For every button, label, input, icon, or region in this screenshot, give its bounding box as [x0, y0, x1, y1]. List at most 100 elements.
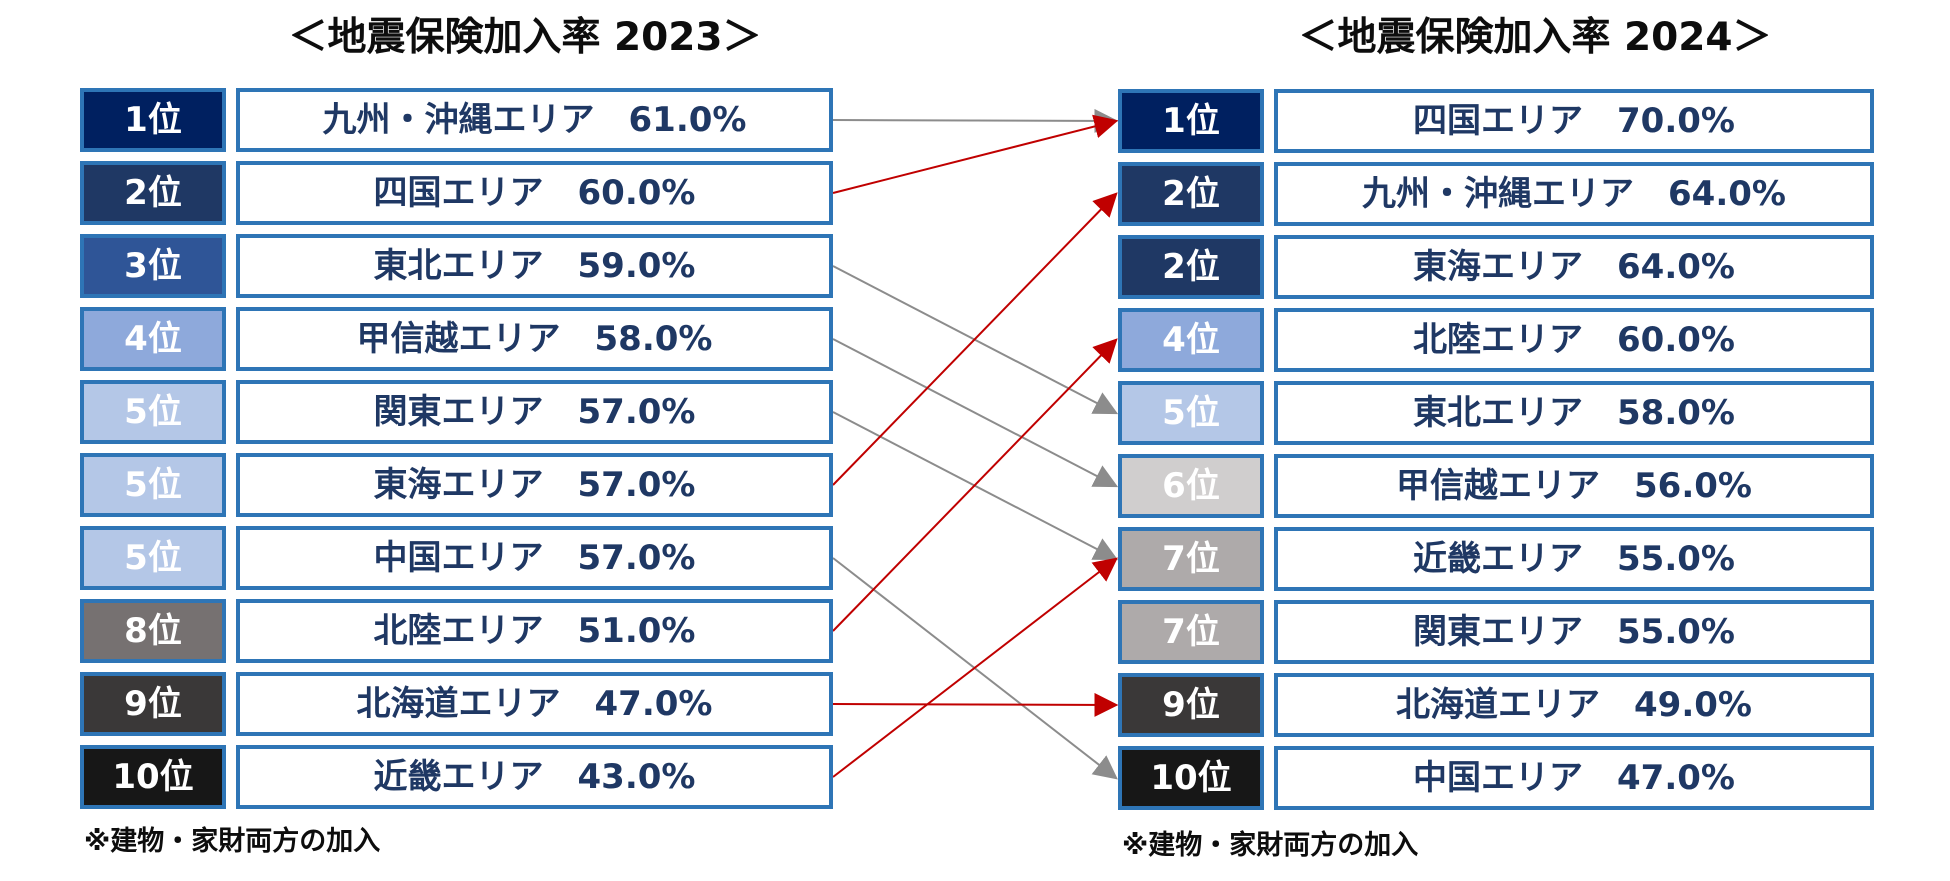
area-name: 北海道エリア: [356, 684, 561, 724]
area-rate-box: 近畿エリア 55.0%: [1274, 527, 1874, 591]
rank-badge: 2位: [1118, 162, 1264, 226]
area-rate-box: 近畿エリア 43.0%: [236, 745, 833, 809]
area-rate-box: 東北エリア 58.0%: [1274, 381, 1874, 445]
title-2023: ＜地震保険加入率 2023＞: [288, 15, 762, 60]
area-rate-box: 四国エリア 70.0%: [1274, 89, 1874, 153]
rank-change-arrow-down: [832, 338, 1119, 488]
ranking-row: 10位 近畿エリア 43.0%: [0, 745, 1950, 809]
footnote-2023: ※建物・家財両方の加入: [84, 826, 381, 857]
area-rate-box: 四国エリア 60.0%: [236, 161, 833, 225]
ranking-row: 1位 九州・沖縄エリア 61.0%: [0, 88, 1950, 152]
area-name: 中国エリア: [373, 538, 544, 578]
rate-value: 55.0%: [1617, 612, 1735, 652]
ranking-row: 5位 東北エリア 58.0%: [0, 381, 1950, 445]
ranking-row: 5位 中国エリア 57.0%: [0, 526, 1950, 590]
rank-badge: 2位: [1118, 235, 1264, 299]
ranking-row: 4位 北陸エリア 60.0%: [0, 308, 1950, 372]
area-name: 九州・沖縄エリア: [1362, 174, 1635, 214]
rate-value: 58.0%: [1617, 393, 1735, 433]
ranking-row: 2位 九州・沖縄エリア 64.0%: [0, 162, 1950, 226]
rank-badge: 8位: [80, 599, 226, 663]
ranking-row: 2位 東海エリア 64.0%: [0, 235, 1950, 299]
area-rate-box: 北海道エリア 49.0%: [1274, 673, 1874, 737]
area-rate-box: 関東エリア 55.0%: [1274, 600, 1874, 664]
ranking-row: 6位 甲信越エリア 56.0%: [0, 454, 1950, 518]
rate-value: 70.0%: [1617, 101, 1735, 141]
area-name: 中国エリア: [1413, 758, 1584, 798]
rank-change-arrow-up: [832, 338, 1118, 632]
rate-value: 58.0%: [594, 319, 713, 359]
rate-value: 59.0%: [577, 246, 696, 286]
ranking-row: 3位 東北エリア 59.0%: [0, 234, 1950, 298]
area-rate-box: 甲信越エリア 58.0%: [236, 307, 833, 371]
area-rate-box: 九州・沖縄エリア 61.0%: [236, 88, 833, 152]
area-name: 東北エリア: [373, 246, 544, 286]
area-name: 四国エリア: [373, 173, 544, 213]
ranking-row: 2位 四国エリア 60.0%: [0, 161, 1950, 225]
area-rate-box: 東北エリア 59.0%: [236, 234, 833, 298]
area-name: 関東エリア: [373, 392, 544, 432]
area-rate-box: 九州・沖縄エリア 64.0%: [1274, 162, 1874, 226]
area-name: 東海エリア: [373, 465, 544, 505]
rate-value: 64.0%: [1617, 247, 1735, 287]
area-name: 東海エリア: [1413, 247, 1584, 287]
rate-value: 64.0%: [1668, 174, 1786, 214]
area-rate-box: 東海エリア 57.0%: [236, 453, 833, 517]
area-rate-box: 東海エリア 64.0%: [1274, 235, 1874, 299]
area-rate-box: 中国エリア 47.0%: [1274, 746, 1874, 810]
area-name: 北陸エリア: [1413, 320, 1584, 360]
rate-value: 47.0%: [594, 684, 713, 724]
rank-badge: 5位: [80, 380, 226, 444]
rate-value: 49.0%: [1634, 685, 1752, 725]
area-name: 北陸エリア: [373, 611, 544, 651]
rank-badge: 1位: [1118, 89, 1264, 153]
ranking-row: 4位 甲信越エリア 58.0%: [0, 307, 1950, 371]
rate-value: 60.0%: [1617, 320, 1735, 360]
rank-badge: 10位: [1118, 746, 1264, 810]
rate-value: 43.0%: [577, 757, 696, 797]
area-name: 四国エリア: [1413, 101, 1584, 141]
area-name: 近畿エリア: [1413, 539, 1584, 579]
ranking-row: 9位 北海道エリア 47.0%: [0, 672, 1950, 736]
rank-badge: 9位: [80, 672, 226, 736]
ranking-row: 5位 東海エリア 57.0%: [0, 453, 1950, 517]
ranking-row: 10位 中国エリア 47.0%: [0, 746, 1950, 810]
area-rate-box: 北陸エリア 60.0%: [1274, 308, 1874, 372]
rate-value: 47.0%: [1617, 758, 1735, 798]
rank-change-arrow-up: [832, 192, 1118, 486]
area-rate-box: 中国エリア 57.0%: [236, 526, 833, 590]
rank-badge: 1位: [80, 88, 226, 152]
area-rate-box: 甲信越エリア 56.0%: [1274, 454, 1874, 518]
title-2024: ＜地震保険加入率 2024＞: [1298, 15, 1772, 60]
rank-badge: 7位: [1118, 600, 1264, 664]
area-name: 関東エリア: [1413, 612, 1584, 652]
footnote-2024: ※建物・家財両方の加入: [1122, 830, 1419, 861]
ranking-row: 1位 四国エリア 70.0%: [0, 89, 1950, 153]
rank-badge: 3位: [80, 234, 226, 298]
rank-change-arrow-up: [832, 114, 1119, 194]
rate-value: 55.0%: [1617, 539, 1735, 579]
ranking-row: 8位 北陸エリア 51.0%: [0, 599, 1950, 663]
rate-value: 60.0%: [577, 173, 696, 213]
rank-change-arrow-up: [832, 692, 1119, 717]
area-name: 甲信越エリア: [356, 319, 561, 359]
rate-value: 61.0%: [628, 100, 747, 140]
rank-badge: 4位: [1118, 308, 1264, 372]
area-name: 北海道エリア: [1396, 685, 1601, 725]
rate-value: 51.0%: [577, 611, 696, 651]
area-rate-box: 北陸エリア 51.0%: [236, 599, 833, 663]
ranking-row: 5位 関東エリア 57.0%: [0, 380, 1950, 444]
rank-badge: 9位: [1118, 673, 1264, 737]
rank-badge: 4位: [80, 307, 226, 371]
ranking-row: 9位 北海道エリア 49.0%: [0, 673, 1950, 737]
area-name: 甲信越エリア: [1396, 466, 1601, 506]
rank-badge: 10位: [80, 745, 226, 809]
rate-value: 57.0%: [577, 392, 696, 432]
rate-value: 57.0%: [577, 538, 696, 578]
area-name: 近畿エリア: [373, 757, 544, 797]
rank-badge: 5位: [80, 526, 226, 590]
rank-change-arrow-down: [832, 108, 1119, 133]
ranking-row: 7位 関東エリア 55.0%: [0, 600, 1950, 664]
rank-badge: 7位: [1118, 527, 1264, 591]
